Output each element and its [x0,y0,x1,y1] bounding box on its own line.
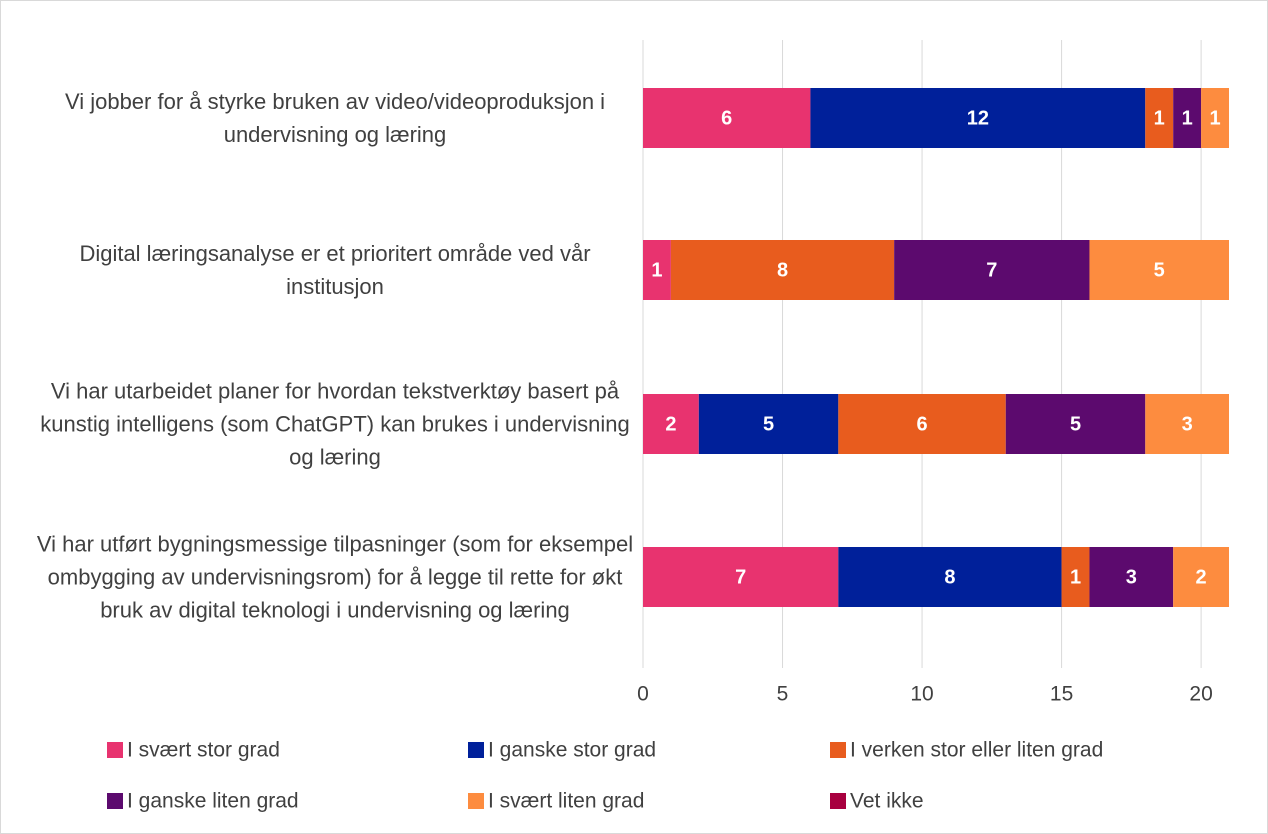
x-tick-label: 15 [1050,683,1073,706]
data-label: 1 [1070,566,1081,588]
data-label: 5 [1070,413,1081,435]
bar-segment [643,394,699,454]
data-label: 3 [1126,566,1137,588]
x-tick-label: 10 [910,683,933,706]
legend-label: Vet ikke [850,790,924,813]
data-label: 5 [1154,259,1165,281]
legend-swatch [468,742,484,758]
data-label: 2 [665,413,676,435]
data-label: 12 [967,107,989,129]
data-label: 8 [944,566,955,588]
bar-segment [1201,88,1229,148]
legend-label: I ganske liten grad [127,790,299,813]
category-label: Vi jobber for å styrke bruken av video/v… [64,89,606,147]
bar-segment [894,240,1090,300]
legend-swatch [830,742,846,758]
bar-segment [838,394,1006,454]
legend-label: I verken stor eller liten grad [850,739,1103,762]
bar-segment [1173,547,1229,607]
data-label: 8 [777,259,788,281]
data-label: 1 [1154,107,1165,129]
bar-segment [698,394,839,454]
category-label: Vi har utarbeidet planer for hvordan tek… [40,378,630,470]
legend-swatch [468,793,484,809]
legend-label: I svært liten grad [488,790,644,813]
x-tick-label: 5 [777,683,789,706]
data-label: 1 [1182,107,1193,129]
bar-segment [1089,547,1174,607]
data-label: 6 [721,107,732,129]
category-label: Digital læringsanalyse er et prioritert … [79,241,591,299]
data-label: 7 [986,259,997,281]
legend-swatch [107,742,123,758]
x-tick-label: 20 [1189,683,1212,706]
bar-segment [810,88,1146,148]
data-label: 3 [1182,413,1193,435]
data-label: 5 [763,413,774,435]
data-label: 7 [735,566,746,588]
bar-segment [643,240,671,300]
legend-swatch [107,793,123,809]
legend-label: I ganske stor grad [488,739,656,762]
data-label: 6 [916,413,927,435]
bar-segment [1089,240,1229,300]
legend-swatch [830,793,846,809]
data-label: 1 [1209,107,1220,129]
bar-segment [1061,547,1090,607]
legend-label: I svært stor grad [127,739,280,762]
bar-segment [838,547,1062,607]
bar-segment [1173,88,1202,148]
bar-segment [670,240,895,300]
bar-segment [643,547,839,607]
data-label: 2 [1196,566,1207,588]
category-label: Vi har utført bygningsmessige tilpasning… [36,531,634,623]
bar-segment [643,88,811,148]
bar-segment [1005,394,1146,454]
data-label: 1 [651,259,662,281]
bar-segment [1145,88,1174,148]
bar-segment [1145,394,1229,454]
x-tick-label: 0 [637,683,649,706]
